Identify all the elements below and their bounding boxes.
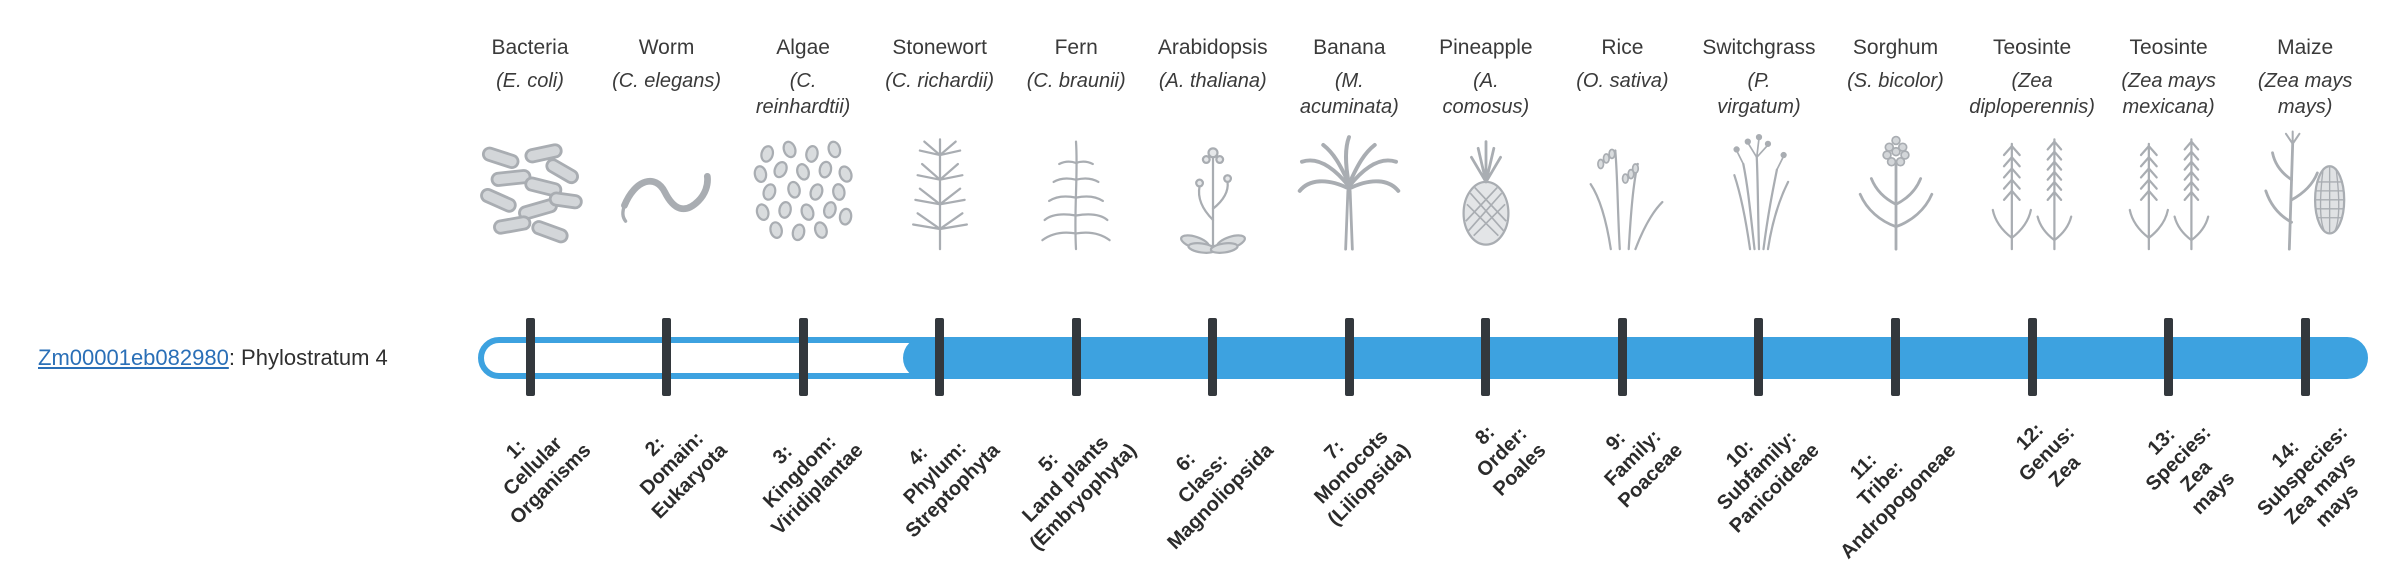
teosinte-illustration <box>2107 118 2231 260</box>
phylostratum-tick <box>1617 318 1627 396</box>
organism-scientific-name: (Zea diploperennis) <box>1969 70 2095 118</box>
gene-label: Zm00001eb082980: Phylostratum 4 <box>38 345 388 371</box>
organism-scientific-name: (P. virgatum) <box>1717 70 1801 118</box>
organism-common-name: Teosinte <box>1992 36 2072 59</box>
phylostratum-axis-label: 11: Tribe: Andropogoneae <box>1836 439 1961 564</box>
phylostratum-tick <box>2164 318 2174 396</box>
organism-scientific-name: (O. sativa) <box>1576 70 1669 92</box>
phylostratum-axis-label: 10: Subfamily: Panicoideae <box>1713 427 1824 538</box>
phylostratum-tick <box>1891 318 1900 396</box>
organism-scientific-name: (A. thaliana) <box>1158 70 1267 92</box>
phylostratum-tick <box>935 318 945 396</box>
organism-common-name: Bacteria <box>491 36 569 59</box>
rice-illustration <box>1560 118 1684 260</box>
worm-illustration <box>605 118 729 260</box>
phylostratum-tick <box>1481 318 1491 396</box>
phylostratum-axis-label: 2: Domain: Eukaryota <box>636 427 732 524</box>
organism-common-name: Worm <box>638 36 695 59</box>
phylostratum-axis-label: 13: Species: Zea mays <box>2142 421 2240 520</box>
organism-common-name: Switchgrass <box>1702 36 1816 59</box>
organism-common-name: Teosinte <box>2129 36 2208 59</box>
phylostratum-tick <box>1071 318 1081 396</box>
phylostratum-tick <box>798 318 808 396</box>
phylostratum-axis-label: 12: Genus: Zea <box>2012 418 2085 492</box>
organism-scientific-name: (C. richardii) <box>885 70 995 92</box>
banana-illustration <box>1287 118 1411 260</box>
organism-common-name: Fern <box>1054 36 1098 59</box>
organism-scientific-name: (A. comosus) <box>1442 70 1530 118</box>
organism-scientific-name: (C. elegans) <box>612 70 722 92</box>
phylostratum-axis-label: 4: Phylum: Streptophyta <box>900 437 1005 542</box>
sorghum-illustration <box>1834 118 1958 260</box>
gene-link[interactable]: Zm00001eb082980 <box>38 345 229 370</box>
phylostratum-tick <box>1208 318 1218 396</box>
stonewort-illustration <box>878 118 1002 260</box>
teosinte-illustration <box>1970 118 2094 260</box>
algae-illustration <box>741 118 865 260</box>
organism-scientific-name: (S. bicolor) <box>1847 70 1944 92</box>
organism-common-name: Algae <box>776 36 830 59</box>
organism-scientific-name: (E. coli) <box>496 70 564 92</box>
phylostratum-axis-label: 6: Class: Magnoliopsida <box>1162 439 1278 554</box>
phylostratum-tick <box>662 318 672 396</box>
arabidopsis-illustration <box>1151 118 1275 260</box>
fern-illustration <box>1014 118 1138 260</box>
organism-common-name: Stonewort <box>892 36 987 59</box>
maize-illustration <box>2243 118 2367 260</box>
organism-common-name: Maize <box>2277 36 2334 59</box>
organism-scientific-name: (C. braunii) <box>1026 70 1126 92</box>
organism-scientific-name: (C. reinhardtii) <box>755 70 851 118</box>
timeline-bar-fill <box>903 337 2365 379</box>
phylostratum-axis-label: 1: Cellular Organisms <box>499 432 595 529</box>
organism-common-name: Arabidopsis <box>1157 36 1268 59</box>
switchgrass-illustration <box>1697 118 1821 260</box>
phylostratum-tick <box>1344 318 1354 396</box>
organism-common-name: Rice <box>1601 36 1644 59</box>
organism-scientific-name: (M. acuminata) <box>1299 70 1399 118</box>
organism-common-name: Sorghum <box>1852 36 1939 59</box>
pineapple-illustration <box>1424 118 1548 260</box>
organism-scientific-name: (Zea mays mays) <box>2257 70 2353 118</box>
organism-common-name: Pineapple <box>1439 36 1533 59</box>
phylostratum-axis-label: 8: Order: Poales <box>1471 421 1551 501</box>
bacteria-illustration <box>468 118 592 260</box>
gene-phylostratum-text: : Phylostratum 4 <box>228 345 388 370</box>
phylostratum-tick <box>525 318 535 396</box>
organism-scientific-name: (Zea mays mexicana) <box>2121 70 2216 118</box>
phylostratum-axis-label: 3: Kingdom: Viridiplantae <box>759 431 868 540</box>
phylostratum-axis-label: 14: Subspecies: Zea mays mays <box>2253 421 2364 532</box>
phylostratum-axis-label: 5: Land plants (Embryophyta) <box>1018 432 1141 555</box>
phylostratum-tick <box>1754 318 1764 396</box>
phylostratum-axis-label: 7: Monocots (Liliopsida) <box>1310 426 1415 531</box>
phylostratum-tick <box>2027 318 2037 396</box>
organism-common-name: Banana <box>1313 36 1386 59</box>
phylostratum-axis-label: 9: Family: Poaceae <box>1600 425 1688 513</box>
phylostratum-tick <box>2300 318 2310 396</box>
